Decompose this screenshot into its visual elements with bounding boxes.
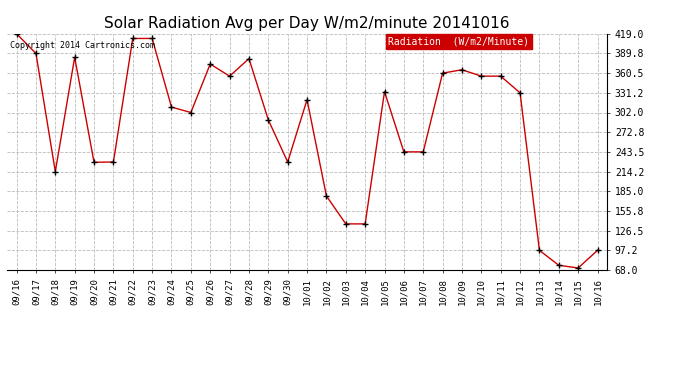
Title: Solar Radiation Avg per Day W/m2/minute 20141016: Solar Radiation Avg per Day W/m2/minute … [104,16,510,31]
Text: Radiation  (W/m2/Minute): Radiation (W/m2/Minute) [388,36,529,46]
Text: Copyright 2014 Cartronics.com: Copyright 2014 Cartronics.com [10,41,155,50]
